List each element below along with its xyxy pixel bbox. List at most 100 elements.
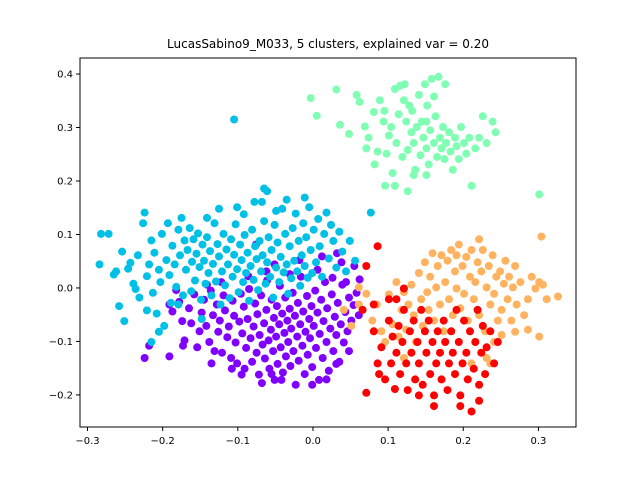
scatter-point (405, 327, 414, 336)
scatter-point (424, 316, 433, 325)
scatter-point (467, 407, 476, 416)
scatter-point (209, 311, 217, 320)
scatter-point (291, 209, 300, 218)
scatter-point (140, 354, 149, 362)
scatter-point (273, 238, 282, 247)
scatter-point (323, 304, 332, 313)
scatter-point (369, 300, 378, 309)
scatter-point (253, 310, 262, 319)
scatter-point (197, 295, 205, 304)
scatter-point (206, 247, 214, 256)
scatter-point (261, 279, 270, 288)
scatter-point (463, 375, 472, 384)
scatter-point (398, 152, 407, 161)
scatter-point (516, 278, 525, 287)
scatter-point (490, 289, 499, 298)
scatter-point (223, 333, 232, 342)
scatter-point (306, 334, 314, 343)
scatter-point (362, 388, 371, 397)
scatter-point (439, 327, 448, 336)
scatter-point (478, 321, 487, 330)
scatter-point (290, 311, 299, 320)
scatter-point (170, 260, 179, 269)
scatter-point (283, 316, 292, 325)
scatter-point (508, 283, 517, 292)
scatter-point (165, 271, 174, 280)
scatter-point (311, 286, 320, 295)
scatter-point (354, 283, 363, 292)
scatter-point (458, 359, 467, 368)
scatter-point (222, 245, 231, 254)
scatter-point (423, 288, 432, 297)
scatter-point (462, 252, 471, 261)
scatter-point (471, 144, 480, 153)
scatter-point (373, 147, 382, 156)
scatter-point (293, 332, 302, 341)
scatter-point (260, 354, 269, 363)
scatter-point (482, 343, 491, 352)
scatter-point (294, 236, 303, 245)
scatter-point (189, 235, 198, 244)
scatter-point (287, 324, 296, 333)
scatter-point (490, 359, 499, 368)
scatter-point (227, 235, 236, 244)
scatter-point (404, 300, 413, 309)
scatter-point (431, 112, 440, 121)
scatter-point (403, 146, 412, 154)
scatter-point (278, 309, 287, 318)
scatter-point (305, 203, 314, 212)
scatter-point (282, 260, 291, 269)
scatter-point (375, 96, 384, 105)
scatter-point (488, 251, 497, 260)
scatter-point (239, 210, 248, 219)
scatter-point (262, 305, 271, 314)
scatter-point (225, 294, 234, 303)
scatter-point (293, 267, 302, 276)
scatter-point (347, 321, 356, 330)
scatter-point (233, 359, 242, 368)
scatter-point (460, 316, 468, 325)
scatter-point (422, 171, 431, 180)
scatter-point (481, 370, 490, 379)
scatter-point (382, 149, 391, 158)
scatter-point (230, 311, 239, 320)
scatter-point (282, 195, 291, 204)
scatter-point (187, 287, 196, 296)
scatter-point (424, 160, 433, 169)
scatter-point (379, 117, 388, 126)
scatter-point (454, 155, 463, 164)
scatter-point (142, 272, 151, 281)
scatter-point (264, 233, 273, 242)
scatter-point (478, 112, 487, 121)
scatter-point (193, 343, 202, 352)
scatter-point (430, 402, 438, 411)
scatter-point (355, 275, 364, 284)
scatter-point (423, 101, 432, 110)
scatter-point (290, 256, 299, 265)
scatter-point (366, 208, 375, 217)
scatter-point (448, 348, 457, 357)
scatter-point (152, 309, 161, 318)
scatter-point (182, 265, 190, 274)
scatter-point (260, 184, 269, 193)
scatter-point (245, 296, 254, 305)
scatter-point (426, 126, 435, 135)
scatter-point (174, 300, 183, 309)
scatter-point (245, 285, 254, 293)
scatter-point (126, 258, 135, 267)
x-tick-label: −0.2 (151, 436, 175, 447)
scatter-point (133, 251, 142, 260)
scatter-point (319, 317, 328, 326)
scatter-point (441, 338, 450, 346)
scatter-point (284, 338, 293, 346)
scatter-point (430, 139, 438, 147)
scatter-point (280, 328, 289, 337)
scatter-point (242, 343, 251, 352)
scatter-point (370, 160, 379, 169)
scatter-point (452, 142, 461, 151)
scatter-point (288, 224, 297, 233)
scatter-point (360, 122, 369, 131)
x-tick-label: 0.3 (530, 436, 546, 447)
scatter-point (384, 295, 393, 304)
scatter-point (312, 258, 320, 267)
